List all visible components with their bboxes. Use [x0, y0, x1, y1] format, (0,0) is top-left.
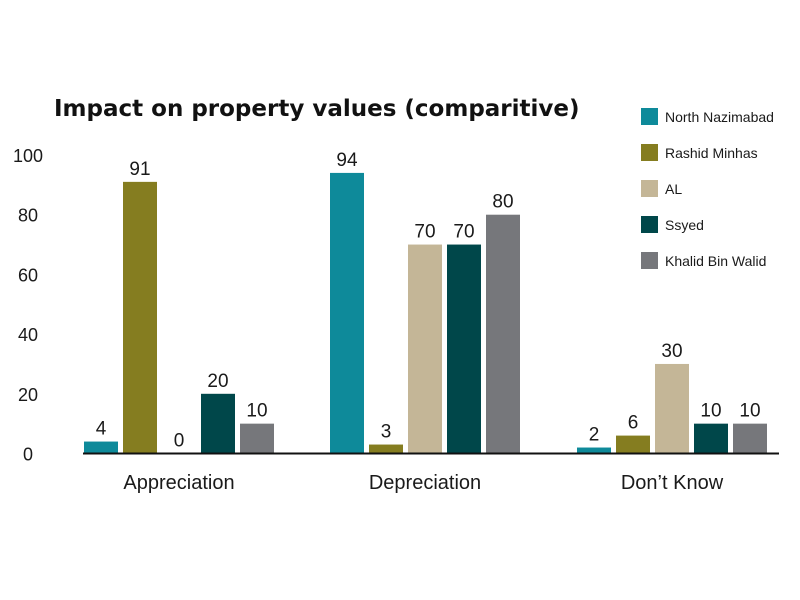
value-label: 10 [700, 401, 721, 422]
bar-ssyed-depreciation [447, 244, 481, 454]
chart-title: Impact on property values (comparitive) [54, 96, 580, 122]
legend-item-khalid-bin-walid: Khalid Bin Walid [641, 252, 766, 269]
bar-al-don-t-know [655, 363, 689, 454]
bar-khalid-bin-walid-appreciation [240, 423, 274, 454]
value-label: 6 [628, 413, 639, 434]
y-tick-label: 100 [13, 146, 43, 166]
legend-label: Ssyed [665, 217, 704, 233]
bar-north-nazimabad-depreciation [330, 172, 364, 454]
y-tick-label: 20 [18, 385, 38, 405]
bar-rashid-minhas-appreciation [123, 181, 157, 454]
value-label: 10 [246, 401, 267, 422]
value-label: 94 [336, 150, 358, 171]
y-tick-label: 0 [23, 445, 33, 465]
value-label: 3 [381, 422, 392, 443]
value-label: 70 [453, 222, 474, 243]
bars [84, 172, 767, 454]
legend-swatch [641, 144, 658, 161]
legend: North Nazimabad Rashid Minhas AL Ssyed Khali… [641, 108, 774, 269]
category-label-depreciation: Depreciation [369, 472, 481, 494]
category-label-appreciation: Appreciation [123, 472, 234, 494]
bar-al-depreciation [408, 244, 442, 454]
category-label-don-t-know: Don’t Know [621, 472, 724, 494]
legend-label: Rashid Minhas [665, 145, 758, 161]
bar-ssyed-appreciation [201, 393, 235, 454]
bar-rashid-minhas-don-t-know [616, 435, 650, 454]
bar-khalid-bin-walid-don-t-know [733, 423, 767, 454]
y-tick-label: 80 [18, 206, 38, 226]
legend-item-ssyed: Ssyed [641, 216, 704, 233]
bar-rashid-minhas-depreciation [369, 444, 403, 454]
value-label: 2 [589, 425, 600, 446]
value-label: 10 [739, 401, 760, 422]
value-labels: 4 91 0 20 10 94 3 70 70 80 2 6 30 10 10 [96, 150, 761, 452]
value-label: 0 [174, 431, 185, 452]
legend-swatch [641, 252, 658, 269]
legend-swatch [641, 216, 658, 233]
value-label: 30 [661, 341, 682, 362]
value-label: 20 [207, 371, 228, 392]
y-tick-label: 60 [18, 265, 38, 285]
x-axis: Appreciation Depreciation Don’t Know [123, 472, 723, 494]
value-label: 70 [414, 222, 435, 243]
legend-label: North Nazimabad [665, 109, 774, 125]
y-tick-label: 40 [18, 325, 38, 345]
value-label: 80 [492, 192, 513, 213]
legend-item-al: AL [641, 180, 682, 197]
legend-item-rashid-minhas: Rashid Minhas [641, 144, 758, 161]
value-label: 91 [129, 159, 150, 180]
y-axis: 0 20 40 60 80 100 [13, 146, 43, 465]
value-label: 4 [96, 419, 107, 440]
bar-north-nazimabad-don-t-know [577, 447, 611, 454]
bar-khalid-bin-walid-depreciation [486, 214, 520, 454]
legend-label: AL [665, 181, 682, 197]
legend-swatch [641, 108, 658, 125]
legend-item-north-nazimabad: North Nazimabad [641, 108, 774, 125]
bar-north-nazimabad-appreciation [84, 441, 118, 454]
legend-swatch [641, 180, 658, 197]
legend-label: Khalid Bin Walid [665, 253, 766, 269]
bar-ssyed-don-t-know [694, 423, 728, 454]
